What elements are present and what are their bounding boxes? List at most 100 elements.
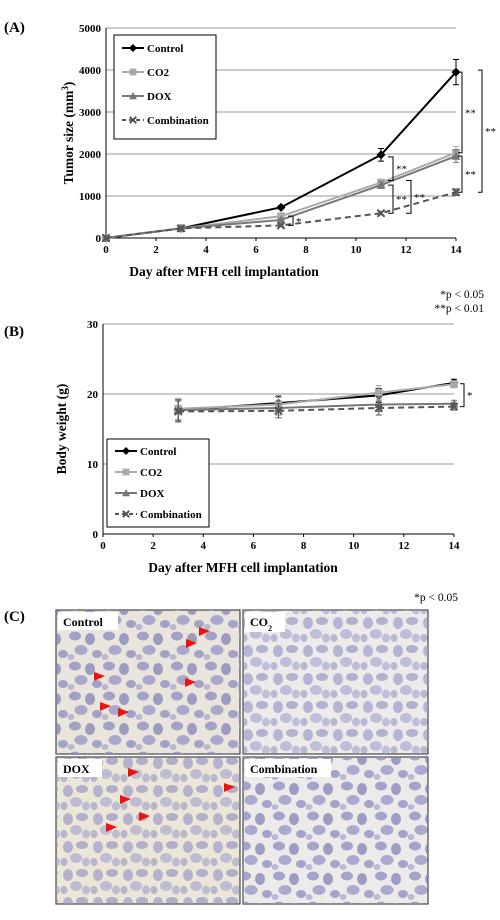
x-tick-label: 6 bbox=[253, 244, 259, 256]
red-arrow-marker bbox=[186, 639, 197, 648]
significance-label: ** bbox=[396, 164, 407, 176]
panel-a-pvalue-note-1: *p < 0.05 bbox=[440, 289, 484, 301]
significance-label: ** bbox=[465, 107, 476, 119]
x-tick-label: 14 bbox=[451, 244, 463, 256]
data-point-dox bbox=[376, 180, 386, 189]
legend-label-dox: DOX bbox=[140, 488, 165, 500]
y-tick-label: 20 bbox=[87, 389, 99, 401]
x-tick-label: 4 bbox=[201, 540, 207, 552]
series-line-co2 bbox=[178, 383, 455, 410]
svg-text:CO2: CO2 bbox=[250, 615, 272, 633]
x-tick-label: 8 bbox=[301, 540, 307, 552]
legend-marker-dox bbox=[129, 92, 137, 100]
data-point-combination bbox=[376, 208, 386, 218]
panel-a-legend: Control CO2 DOX Combination bbox=[113, 34, 217, 140]
micrograph-co2 bbox=[242, 609, 429, 755]
legend-marker-combination bbox=[122, 510, 130, 518]
series-combination bbox=[101, 187, 461, 243]
data-point-control bbox=[276, 202, 286, 212]
red-arrow-marker bbox=[118, 708, 129, 717]
legend-marker-co2 bbox=[129, 68, 137, 76]
legend-marker-co2 bbox=[122, 468, 130, 476]
panel-b-y-axis-label: Body weight (g) bbox=[54, 384, 69, 475]
legend-label-control: Control bbox=[147, 43, 183, 55]
legend-label-co2: CO2 bbox=[140, 467, 163, 479]
y-tick-label: 3000 bbox=[79, 107, 102, 119]
panel-b-significance-brackets: * bbox=[460, 383, 473, 408]
red-arrow-marker bbox=[94, 672, 105, 681]
panel-b-series bbox=[173, 378, 459, 423]
series-combination bbox=[173, 400, 459, 423]
significance-label: ** bbox=[396, 194, 407, 206]
data-point-combination bbox=[276, 221, 286, 230]
red-arrow-marker bbox=[185, 678, 196, 687]
x-tick-label: 12 bbox=[398, 540, 410, 552]
panel-a-label: (A) bbox=[4, 20, 25, 36]
data-point-co2 bbox=[450, 380, 458, 389]
x-tick-label: 14 bbox=[449, 540, 461, 552]
svg-text:Control: Control bbox=[63, 615, 103, 629]
x-tick-label: 2 bbox=[150, 540, 156, 552]
panel-a-x-axis-label: Day after MFH cell implantation bbox=[129, 264, 319, 279]
legend-label-dox: DOX bbox=[147, 91, 172, 103]
x-tick-label: 6 bbox=[251, 540, 257, 552]
panel-a: (A) 0 1000 2000 3000 4000 5000 0 2 4 6 8 10 12 14 Da… bbox=[4, 20, 496, 315]
micrograph-control bbox=[55, 609, 241, 755]
panel-b: (B) 0 10 20 30 0 2 4 6 8 10 12 14 Day after MFH ce… bbox=[4, 319, 473, 604]
series-line-dox bbox=[178, 402, 455, 412]
x-tick-label: 0 bbox=[100, 540, 106, 552]
y-tick-label: 5000 bbox=[79, 23, 102, 35]
data-point-control bbox=[376, 150, 386, 160]
x-tick-label: 4 bbox=[203, 244, 209, 256]
data-point-control bbox=[451, 67, 461, 77]
panel-b-label: (B) bbox=[4, 324, 24, 340]
significance-label: ** bbox=[414, 192, 425, 204]
data-point-dox bbox=[276, 215, 286, 224]
red-arrow-marker bbox=[199, 627, 210, 636]
x-tick-label: 8 bbox=[303, 244, 309, 256]
micrograph-label-co2: CO2 bbox=[245, 612, 285, 633]
red-arrow-marker bbox=[106, 823, 117, 832]
legend-marker-combination bbox=[129, 116, 137, 124]
bracket-day11-outer: ** bbox=[406, 180, 425, 214]
significance-label: ** bbox=[485, 126, 496, 138]
bracket-day14-combination: ** bbox=[458, 155, 476, 193]
x-tick-label: 10 bbox=[348, 540, 360, 552]
panel-b-x-axis-label: Day after MFH cell implantation bbox=[148, 560, 338, 575]
legend-label-combination: Combination bbox=[140, 509, 202, 521]
panel-a-x-tick-labels: 0 2 4 6 8 10 12 14 bbox=[103, 244, 462, 256]
bracket-day14: * bbox=[460, 383, 473, 408]
significance-label: * bbox=[467, 390, 473, 402]
x-tick-label: 0 bbox=[103, 244, 109, 256]
red-arrow-marker bbox=[120, 795, 131, 804]
y-tick-label: 1000 bbox=[79, 191, 102, 203]
panel-c-label: (C) bbox=[4, 609, 25, 625]
panel-a-series bbox=[101, 59, 461, 243]
y-tick-label: 0 bbox=[96, 233, 102, 245]
micrograph-combination bbox=[242, 756, 429, 905]
bracket-day11-combination: ** bbox=[388, 184, 407, 214]
series-line-combination bbox=[178, 405, 455, 413]
data-point-combination bbox=[274, 406, 283, 416]
panel-b-axes bbox=[102, 324, 455, 537]
svg-text:DOX: DOX bbox=[63, 762, 90, 776]
legend-label-co2: CO2 bbox=[147, 67, 170, 79]
micrograph-label-combination: Combination bbox=[245, 759, 331, 777]
y-tick-label: 0 bbox=[93, 529, 99, 541]
significance-label: * bbox=[296, 216, 302, 228]
data-point-combination bbox=[451, 187, 461, 197]
data-point-combination bbox=[449, 402, 459, 411]
series-co2 bbox=[174, 380, 458, 420]
bracket-day11-control: ** bbox=[388, 156, 407, 182]
bracket-day7: * bbox=[288, 215, 302, 228]
significance-label: ** bbox=[465, 169, 476, 181]
red-arrow-marker bbox=[139, 812, 150, 821]
panel-a-y-tick-labels: 0 1000 2000 3000 4000 5000 bbox=[79, 23, 102, 245]
micrograph-label-control: Control bbox=[58, 612, 118, 630]
panel-b-pvalue-note: *p < 0.05 bbox=[414, 592, 458, 604]
positive-cell-arrows bbox=[94, 627, 235, 832]
legend-marker-control bbox=[129, 44, 137, 52]
x-tick-label: 2 bbox=[153, 244, 159, 256]
bracket-day14-control: ** bbox=[458, 71, 476, 154]
